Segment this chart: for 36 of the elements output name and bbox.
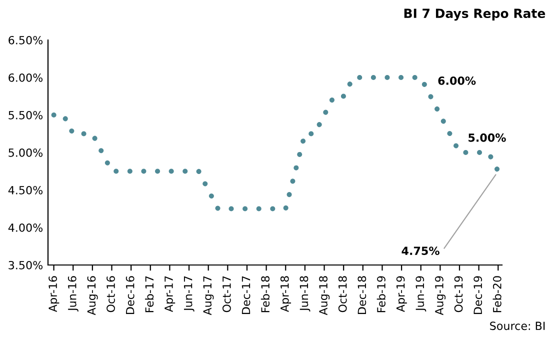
x-tick-label: Feb-20 [492,276,502,312]
y-tick-label: 4.00% [8,223,43,232]
chart-title: BI 7 Days Repo Rate [404,8,546,21]
x-tick-label: Oct-19 [454,276,463,312]
annotation: 5.00% [468,133,506,142]
x-tick-label: Feb-17 [145,276,154,312]
x-tick-label: Jun-19 [416,276,426,312]
x-tick-label: Oct-17 [222,276,231,312]
x-tick-label: Apr-18 [280,276,291,312]
y-tick-label: 6.50% [8,36,43,44]
annotation: 4.75% [402,246,440,256]
x-tick-label: Apr-17 [164,276,176,312]
x-tick-label: Aug-18 [319,276,330,316]
y-tick-label: 4.50% [8,186,43,194]
y-tick-label: 5.00% [8,148,43,157]
annotation: 6.00% [438,76,476,85]
x-tick-label: Feb-19 [376,276,386,312]
x-tick-label: Jun-16 [68,276,78,312]
source-note: Source: BI [490,322,545,330]
x-tick-label: Apr-19 [396,276,407,312]
x-tick-label: Oct-16 [106,276,115,312]
x-tick-label: Jun-17 [184,276,194,312]
x-tick-label: Dec-16 [126,276,134,314]
x-tick-label: Aug-16 [87,276,98,316]
x-tick-label: Aug-17 [203,276,214,316]
x-tick-label: Dec-18 [358,276,366,314]
x-tick-label: Jun-18 [300,276,310,312]
x-tick-label: Oct-18 [338,276,347,312]
y-tick-label: 3.50% [8,260,43,270]
y-tick-label: 5.50% [8,110,43,120]
x-tick-label: Dec-19 [474,276,482,314]
x-tick-label: Dec-17 [242,276,250,314]
x-tick-label: Apr-16 [48,276,60,312]
y-tick-label: 6.00% [8,73,43,82]
x-tick-label: Aug-19 [435,276,446,316]
x-tick-label: Feb-18 [260,276,270,312]
